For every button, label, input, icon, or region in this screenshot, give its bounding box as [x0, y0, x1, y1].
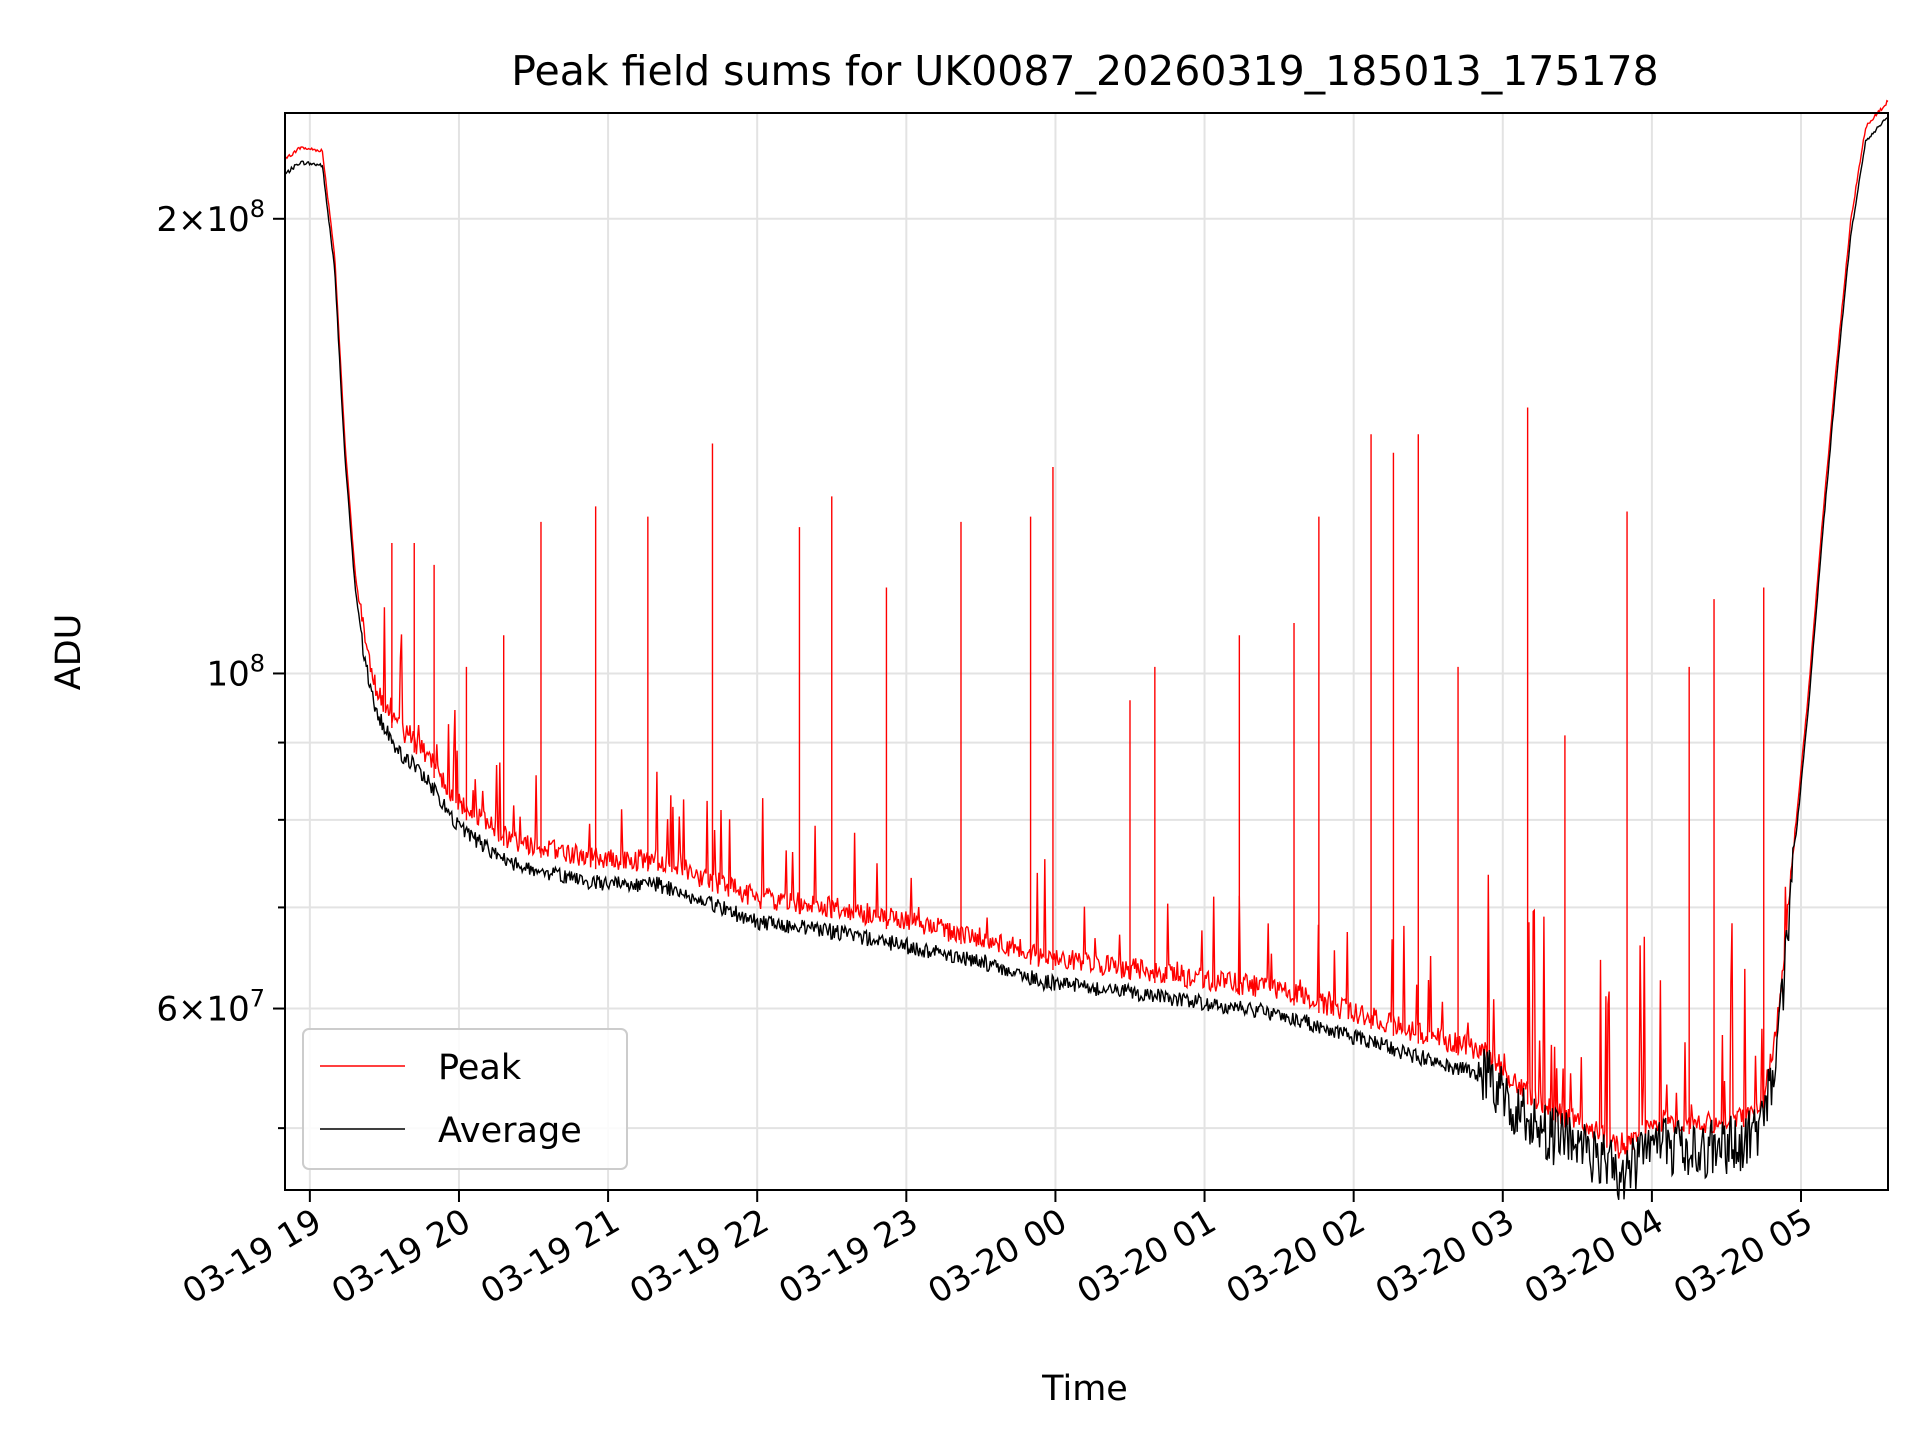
chart-title: Peak field sums for UK0087_20260319_1850… [511, 47, 1658, 95]
legend-box [302, 1028, 628, 1170]
peak-series-line [284, 99, 1889, 1159]
y-axis-label: ADU [49, 614, 89, 691]
plot-background [285, 113, 1888, 1190]
legend: Peak Average [302, 1028, 628, 1170]
y-tick-label: 2×108 [156, 195, 265, 240]
plot-frame [284, 112, 1889, 1191]
x-axis-label: Time [1041, 1369, 1128, 1409]
average-series-line [284, 116, 1889, 1201]
series-layer [284, 99, 1889, 1201]
grid [285, 113, 1888, 1190]
y-tick-label: 108 [206, 649, 265, 694]
legend-peak-label: Peak [438, 1048, 522, 1088]
legend-average-label: Average [438, 1111, 582, 1151]
y-tick-label: 6×107 [156, 985, 265, 1030]
